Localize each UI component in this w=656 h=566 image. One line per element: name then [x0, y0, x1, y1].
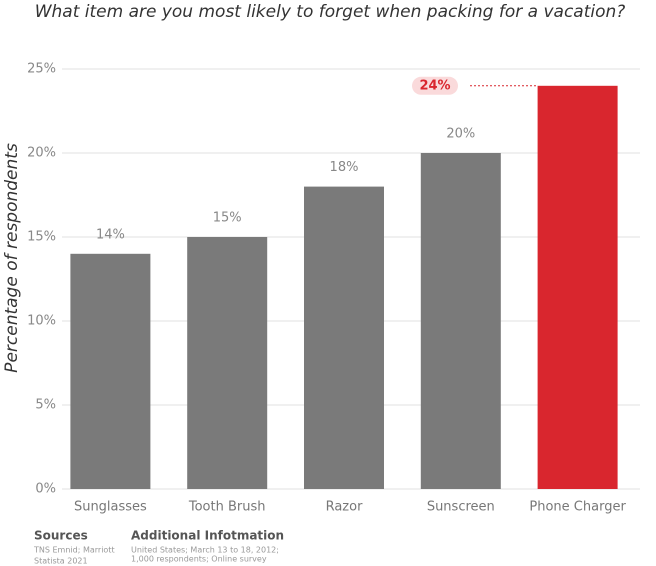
value-label: 24%	[419, 78, 450, 93]
y-tick-label: 0%	[35, 482, 56, 497]
y-tick-label: 5%	[35, 398, 56, 413]
bar	[304, 186, 384, 489]
bar	[187, 237, 268, 489]
info-title: Additional Infotmation	[131, 529, 284, 543]
y-tick-label: 15%	[27, 230, 56, 245]
x-tick-label: Sunscreen	[427, 500, 495, 515]
x-tick-label: Sunglasses	[74, 500, 147, 515]
x-tick-label: Tooth Brush	[188, 500, 266, 515]
x-tick-label: Razor	[326, 500, 363, 515]
value-label-background	[412, 76, 458, 95]
value-label: 18%	[330, 160, 359, 175]
y-tick-label: 25%	[27, 62, 56, 77]
value-label: 20%	[446, 127, 475, 142]
bar	[537, 85, 618, 490]
x-tick-label: Phone Charger	[529, 500, 626, 515]
y-axis-label: Percentage of respondents	[2, 143, 22, 373]
source-line: TNS Emnid; Marriott	[33, 546, 115, 555]
source-line: Statista 2021	[34, 557, 88, 566]
bar	[420, 153, 501, 489]
bar	[70, 253, 151, 489]
chart-title: What item are you most likely to forget …	[35, 2, 626, 22]
info-line: 1,000 respondents; Online survey	[131, 555, 267, 564]
info-line: United States; March 13 to 18, 2012;	[131, 546, 279, 555]
y-tick-label: 10%	[27, 314, 56, 329]
value-label: 15%	[213, 211, 242, 226]
value-label: 14%	[96, 227, 125, 242]
y-tick-label: 20%	[27, 146, 56, 161]
sources-title: Sources	[34, 529, 88, 543]
